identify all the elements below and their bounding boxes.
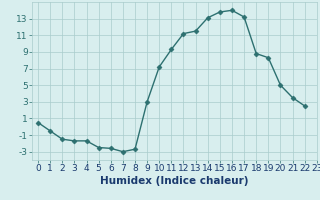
X-axis label: Humidex (Indice chaleur): Humidex (Indice chaleur) xyxy=(100,176,249,186)
